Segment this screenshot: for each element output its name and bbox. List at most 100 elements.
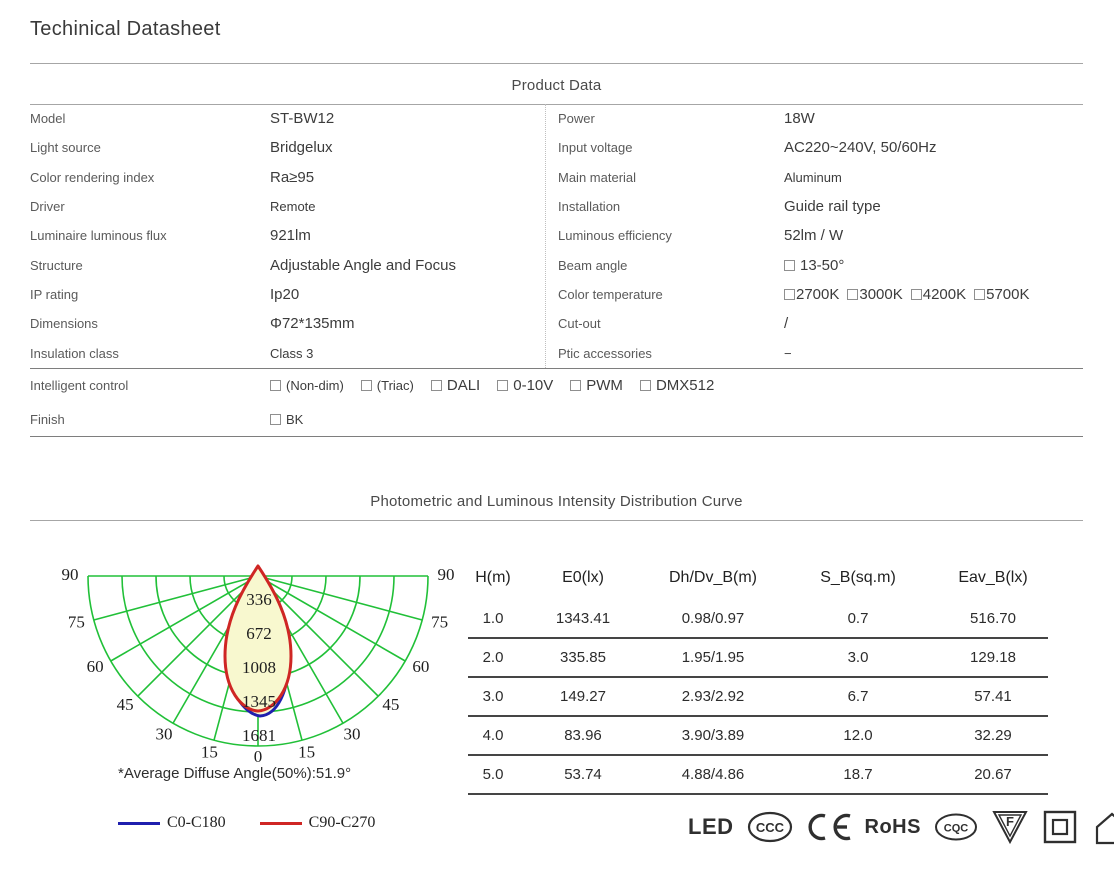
- polar-angle-tick-label: 15: [201, 743, 218, 762]
- product-data-table: Model ST-BW12 Light source Bridgelux Color r…: [30, 104, 1083, 368]
- table-cell: 18.7: [843, 766, 873, 783]
- cqc-icon: CQC: [934, 813, 977, 841]
- indoor-use-icon: [1095, 812, 1114, 845]
- divider: [30, 368, 1083, 369]
- legend-item: C90-C270: [259, 814, 376, 832]
- spec-value: ST-BW12: [270, 110, 334, 127]
- option-label: 4200K: [922, 286, 967, 304]
- spec-row: Input voltage AC220~240V, 50/60Hz: [558, 133, 1083, 162]
- spec-label: Ptic accessories: [558, 345, 652, 361]
- option-label: 0-10V: [513, 376, 554, 394]
- table-cell: 3.90/3.89: [681, 727, 745, 744]
- option-label: 2700K: [796, 286, 840, 304]
- photometric-polar-chart: 15 15 30 30 45 45 60 60 75 75 90 90 0 336 672 1008 1345 1…: [45, 548, 455, 770]
- table-cell: 3.0: [482, 688, 504, 705]
- spec-row: Finish BK: [30, 402, 1083, 436]
- option-label: 5700K: [986, 286, 1030, 304]
- spec-row: IP rating Ip20: [30, 280, 545, 309]
- polar-angle-tick-label: 45: [382, 695, 399, 714]
- checkbox-option: 3000K: [847, 286, 903, 303]
- table-header-cell: H(m): [475, 569, 511, 586]
- table-cell: 20.67: [974, 766, 1012, 783]
- checkbox-option: DALI: [430, 376, 481, 394]
- divider: [30, 520, 1083, 521]
- double-insulation-icon: [1043, 810, 1077, 844]
- spec-value: AC220~240V, 50/60Hz: [784, 139, 936, 156]
- spec-label: Light source: [30, 140, 101, 156]
- checkbox-icon: [270, 413, 281, 425]
- table-cell: 0.98/0.97: [681, 610, 745, 627]
- legend-line-swatch: [259, 821, 302, 825]
- checkbox-option: BK: [270, 412, 303, 427]
- spec-value: Ip20: [270, 286, 299, 303]
- spec-value-text: Class 3: [270, 345, 314, 361]
- checkbox-option: 5700K: [974, 286, 1030, 304]
- checkbox-icon: [430, 379, 442, 391]
- spec-value-text: AC220~240V, 50/60Hz: [784, 139, 937, 157]
- table-cell: 5.0: [482, 766, 504, 783]
- polar-angle-tick-label: 0: [254, 747, 263, 766]
- spec-row: Intelligent control (Non-dim) (Triac) DALI 0…: [30, 368, 1083, 402]
- curve-legend: C0-C180 C90-C270: [118, 814, 375, 832]
- spec-row: Cut-out /: [558, 309, 1083, 338]
- spec-label: Color rendering index: [30, 169, 155, 185]
- polar-angle-tick-label: 30: [344, 724, 361, 743]
- svg-text:F: F: [1006, 814, 1014, 829]
- spec-value: 2700K 3000K 4200K 5700K: [784, 286, 1038, 303]
- polar-angle-tick-label: 75: [431, 613, 448, 632]
- checkbox-icon: [270, 379, 281, 391]
- spec-label: Finish: [30, 411, 65, 427]
- divider: [30, 63, 1083, 64]
- legend-item: C0-C180: [118, 814, 226, 832]
- checkbox-option: 4200K: [910, 286, 967, 304]
- svg-text:CCC: CCC: [755, 820, 784, 835]
- table-row: 3.0 149.27 2.93/2.92 6.7 57.41: [468, 678, 1048, 717]
- polar-distribution-curve: 15 15 30 30 45 45 60 60 75 75 90 90 0 336 672 1008 1345 1…: [62, 564, 455, 766]
- svg-text:CQC: CQC: [944, 823, 969, 835]
- spec-value: 13-50°: [784, 257, 844, 274]
- spec-label: IP rating: [30, 287, 79, 303]
- product-data-section-title: Product Data: [511, 77, 602, 94]
- divider: [30, 436, 1083, 437]
- checkbox-option: 2700K: [784, 286, 839, 303]
- table-header-cell: Eav_B(lx): [958, 569, 1028, 586]
- polar-angle-tick-label: 45: [117, 695, 134, 714]
- legend-line-swatch: [118, 821, 160, 825]
- spec-value-text: 18W: [784, 110, 815, 128]
- polar-grid-radial-line: [257, 575, 406, 662]
- checkbox-option: (Triac): [360, 377, 414, 393]
- table-cell: 149.27: [560, 688, 606, 705]
- option-label: DALI: [446, 376, 481, 394]
- spec-value: 921lm: [270, 227, 311, 244]
- table-cell: 1.95/1.95: [681, 649, 745, 666]
- option-label: (Triac): [376, 377, 414, 393]
- legend-label: C90-C270: [308, 814, 376, 831]
- f-triangle-icon: F: [992, 811, 1028, 845]
- spec-value: Remote: [270, 199, 316, 214]
- spec-value-text: 13-50°: [800, 256, 845, 274]
- spec-row: Beam angle 13-50°: [558, 251, 1083, 280]
- spec-value: /: [784, 315, 788, 332]
- table-row: 2.0 335.85 1.95/1.95 3.0 129.18: [468, 639, 1048, 678]
- table-cell: 1.0: [482, 610, 504, 627]
- spec-value: Adjustable Angle and Focus: [270, 257, 456, 274]
- spec-column-left: Model ST-BW12 Light source Bridgelux Color r…: [30, 104, 545, 368]
- spec-label: Intelligent control: [30, 377, 129, 393]
- checkbox-icon: [497, 379, 509, 391]
- spec-row: Ptic accessories −: [558, 339, 1083, 368]
- spec-label: Installation: [558, 199, 621, 215]
- illuminance-table: H(m) E0(lx) Dh/Dv_B(m) S_B(sq.m) Eav_B(lx) 1.…: [468, 556, 1048, 795]
- table-cell: 6.7: [847, 688, 869, 705]
- table-header-cell: E0(lx): [562, 569, 604, 586]
- spec-value-text: /: [784, 315, 789, 333]
- spec-value-text: Adjustable Angle and Focus: [270, 256, 456, 274]
- beam-curve-c90-c270: [223, 564, 293, 713]
- spec-value: Ra≥95: [270, 169, 314, 186]
- spec-value-text: Ip20: [270, 286, 300, 304]
- checkbox-option: PWM: [570, 377, 623, 394]
- checkbox-icon: [360, 379, 372, 391]
- control-options-section: Intelligent control (Non-dim) (Triac) DALI 0…: [30, 368, 1083, 436]
- checkbox-icon: [910, 289, 922, 301]
- spec-value-text: Ra≥95: [270, 168, 315, 186]
- checkbox-option: (Non-dim): [270, 378, 344, 393]
